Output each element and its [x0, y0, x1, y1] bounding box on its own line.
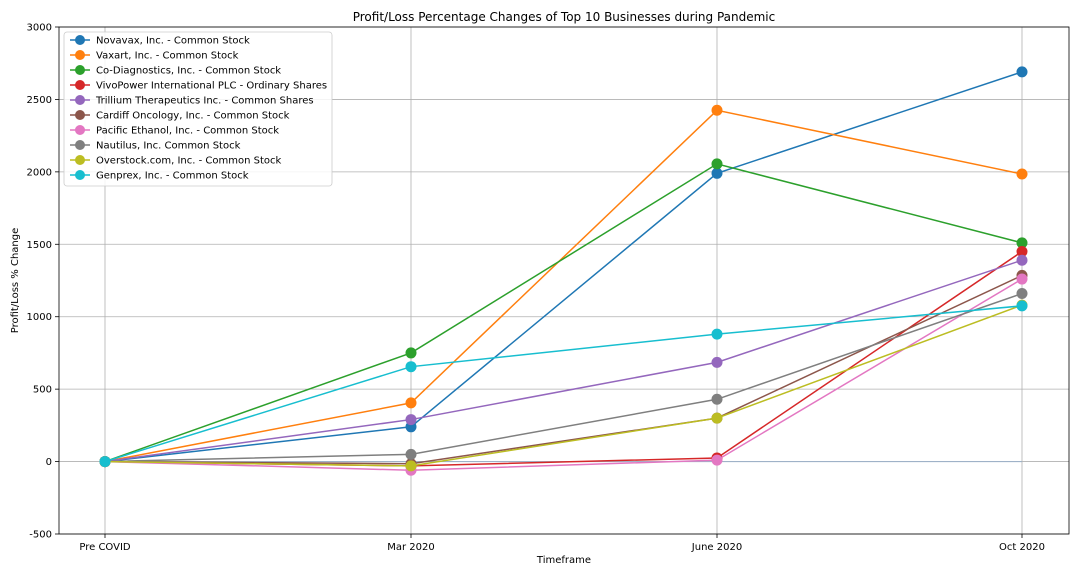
data-point	[711, 412, 723, 424]
legend-label: Nautilus, Inc. Common Stock	[96, 141, 241, 152]
data-point	[1016, 168, 1028, 180]
data-point	[405, 414, 417, 426]
series-line	[104, 304, 1023, 467]
data-point	[1016, 288, 1028, 300]
series-line	[104, 259, 1023, 463]
data-point	[1016, 273, 1028, 285]
y-tick-label: 2000	[27, 167, 52, 178]
y-tick-label: 2500	[27, 95, 52, 106]
series-line	[104, 109, 1023, 463]
legend-marker	[75, 155, 85, 165]
data-point	[711, 167, 723, 179]
legend-box	[63, 31, 333, 187]
data-point	[405, 460, 417, 472]
legend-marker	[75, 65, 85, 75]
legend-label: Trillium Therapeutics Inc. - Common Shar…	[95, 96, 314, 107]
x-axis-ticks: Pre COVID Mar 2020 June 2020 Oct 2020	[79, 534, 1045, 553]
y-tick-label: 0	[46, 457, 52, 468]
x-tick-label: June 2020	[691, 542, 742, 553]
data-point	[1016, 66, 1028, 78]
legend-entry: Overstock.com, Inc. - Common Stock	[70, 155, 282, 167]
legend-marker	[75, 125, 85, 135]
plot-frame	[58, 26, 1070, 535]
legend-marker	[75, 110, 85, 120]
data-point	[1016, 246, 1028, 258]
y-tick-label: 500	[33, 385, 52, 396]
series-10	[99, 300, 1028, 468]
series-line	[104, 278, 1023, 472]
x-tick-label: Oct 2020	[999, 542, 1045, 553]
x-tick-label: Pre COVID	[79, 542, 131, 553]
data-point	[711, 393, 723, 405]
data-point	[1016, 254, 1028, 266]
legend-marker	[75, 50, 85, 60]
data-point	[711, 328, 723, 340]
legend-entry: VivoPower International PLC - Ordinary S…	[70, 80, 327, 92]
x-tick-label: Mar 2020	[387, 542, 435, 553]
x-axis-label: Timeframe	[536, 555, 591, 566]
legend-entry: Genprex, Inc. - Common Stock	[70, 170, 249, 182]
legend-label: Co-Diagnostics, Inc. - Common Stock	[96, 66, 281, 77]
legend-label: Novavax, Inc. - Common Stock	[96, 36, 250, 47]
series-layer	[99, 66, 1028, 476]
legend-entry: Novavax, Inc. - Common Stock	[70, 35, 250, 47]
series-line	[104, 305, 1023, 463]
y-tick-label: -500	[29, 530, 52, 541]
legend-entry: Pacific Ethanol, Inc. - Common Stock	[70, 125, 279, 137]
series-7	[99, 273, 1028, 476]
legend-entry: Vaxart, Inc. - Common Stock	[70, 50, 239, 62]
legend-marker	[75, 140, 85, 150]
legend-label: Cardiff Oncology, Inc. - Common Stock	[96, 111, 290, 122]
data-point	[405, 397, 417, 409]
y-tick-label: 3000	[27, 23, 52, 34]
series-8	[99, 288, 1028, 468]
data-point	[711, 454, 723, 466]
legend-label: Genprex, Inc. - Common Stock	[96, 171, 249, 182]
series-line	[104, 163, 1023, 463]
series-line	[104, 292, 1023, 463]
legend-marker	[75, 80, 85, 90]
legend-entry: Nautilus, Inc. Common Stock	[70, 140, 241, 152]
legend-entry: Co-Diagnostics, Inc. - Common Stock	[70, 65, 281, 77]
legend-marker	[75, 170, 85, 180]
legend-marker	[75, 35, 85, 45]
y-axis-label: Profit/Loss % Change	[10, 228, 21, 334]
series-line	[104, 250, 1023, 467]
data-point	[405, 361, 417, 373]
legend-label: VivoPower International PLC - Ordinary S…	[96, 81, 327, 92]
data-point	[711, 158, 723, 170]
data-point	[99, 456, 111, 468]
legend-label: Pacific Ethanol, Inc. - Common Stock	[96, 126, 279, 137]
y-tick-label: 1000	[27, 312, 52, 323]
series-line	[104, 71, 1023, 463]
legend-label: Vaxart, Inc. - Common Stock	[96, 51, 239, 62]
legend-entry: Cardiff Oncology, Inc. - Common Stock	[70, 110, 290, 122]
data-point	[405, 347, 417, 359]
legend-entry: Trillium Therapeutics Inc. - Common Shar…	[70, 95, 314, 107]
data-point	[405, 448, 417, 460]
data-point	[711, 104, 723, 116]
legend-label: Overstock.com, Inc. - Common Stock	[96, 156, 282, 167]
legend: Novavax, Inc. - Common Stock Vaxart, Inc.…	[63, 31, 333, 187]
data-point	[1016, 300, 1028, 312]
data-point	[1016, 237, 1028, 249]
y-axis-ticks: -500 0 500 1000 1500 2000 2500 3000	[27, 23, 59, 541]
y-tick-label: 1500	[27, 240, 52, 251]
chart-title: Profit/Loss Percentage Changes of Top 10…	[353, 10, 776, 24]
data-point	[711, 356, 723, 368]
legend-marker	[75, 95, 85, 105]
